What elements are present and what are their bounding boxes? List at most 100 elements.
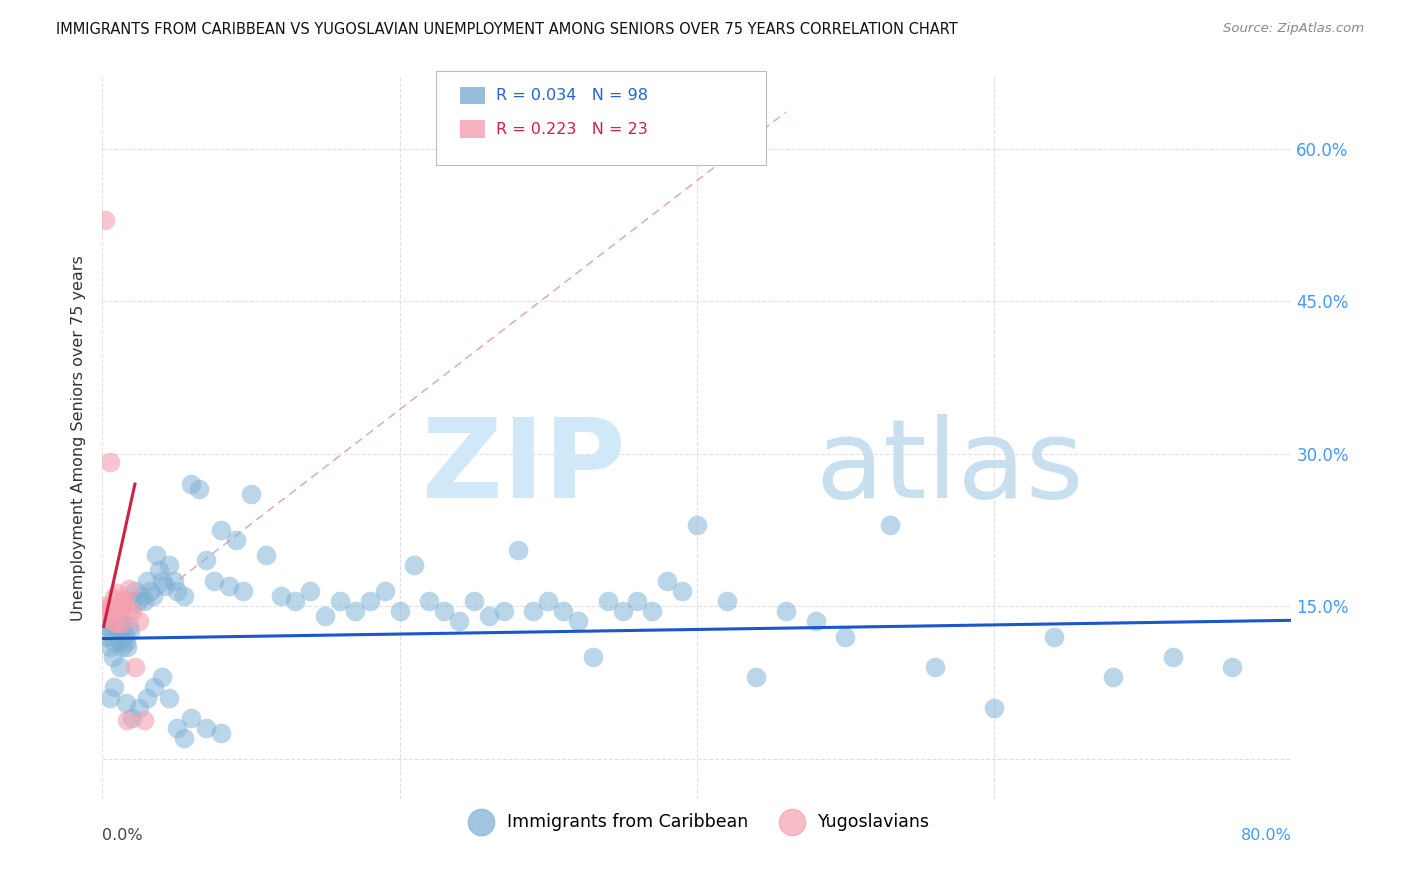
Point — [135, 690, 157, 705]
Point — [655, 574, 678, 588]
Point — [551, 604, 574, 618]
Point — [166, 583, 188, 598]
Point — [173, 589, 195, 603]
Point — [239, 487, 262, 501]
Text: ZIP: ZIP — [422, 414, 626, 521]
Point — [111, 601, 134, 615]
Point — [94, 599, 117, 613]
Y-axis label: Unemployment Among Seniors over 75 years: Unemployment Among Seniors over 75 years — [72, 255, 86, 621]
Point — [108, 601, 131, 615]
Point — [124, 660, 146, 674]
Point — [117, 713, 139, 727]
Point — [98, 640, 121, 654]
Point — [492, 604, 515, 618]
Point — [626, 594, 648, 608]
Point — [115, 696, 138, 710]
Point — [111, 619, 134, 633]
Point — [97, 601, 120, 615]
Text: R = 0.034   N = 98: R = 0.034 N = 98 — [496, 88, 648, 103]
Point — [96, 630, 118, 644]
Point — [299, 583, 322, 598]
Point — [150, 574, 173, 588]
Text: 80.0%: 80.0% — [1240, 828, 1292, 843]
Point — [104, 619, 127, 633]
Point — [98, 455, 121, 469]
Point — [145, 548, 167, 562]
Point — [103, 591, 125, 605]
Text: IMMIGRANTS FROM CARIBBEAN VS YUGOSLAVIAN UNEMPLOYMENT AMONG SENIORS OVER 75 YEAR: IMMIGRANTS FROM CARIBBEAN VS YUGOSLAVIAN… — [56, 22, 957, 37]
Point — [924, 660, 946, 674]
Point — [121, 594, 143, 608]
Point — [254, 548, 277, 562]
Point — [447, 615, 470, 629]
Point — [209, 726, 232, 740]
Point — [128, 615, 150, 629]
Point — [103, 681, 125, 695]
Point — [388, 604, 411, 618]
Point — [110, 640, 132, 654]
Point — [139, 583, 162, 598]
Point — [108, 634, 131, 648]
Point — [108, 660, 131, 674]
Text: 0.0%: 0.0% — [103, 828, 143, 843]
Point — [232, 583, 254, 598]
Point — [804, 615, 827, 629]
Point — [100, 624, 122, 639]
Point — [180, 711, 202, 725]
Point — [162, 574, 184, 588]
Point — [218, 579, 240, 593]
Point — [157, 690, 180, 705]
Point — [418, 594, 440, 608]
Point — [1042, 630, 1064, 644]
Point — [96, 604, 118, 618]
Point — [641, 604, 664, 618]
Point — [97, 619, 120, 633]
Point — [879, 517, 901, 532]
Point — [101, 615, 124, 629]
Point — [508, 543, 530, 558]
Point — [143, 681, 166, 695]
Point — [180, 477, 202, 491]
Point — [93, 604, 115, 618]
Text: atlas: atlas — [815, 414, 1084, 521]
Point — [195, 553, 218, 567]
Point — [121, 604, 143, 618]
Point — [103, 634, 125, 648]
Point — [142, 589, 165, 603]
Point — [150, 670, 173, 684]
Point — [1161, 649, 1184, 664]
Point — [132, 713, 155, 727]
Point — [148, 564, 170, 578]
Point — [834, 630, 856, 644]
Point — [173, 731, 195, 746]
Point — [135, 574, 157, 588]
Point — [686, 517, 709, 532]
Point — [983, 700, 1005, 714]
Point — [433, 604, 456, 618]
Text: R = 0.223   N = 23: R = 0.223 N = 23 — [496, 122, 648, 136]
Point — [522, 604, 544, 618]
Point — [153, 579, 176, 593]
Point — [1220, 660, 1243, 674]
Point — [98, 690, 121, 705]
Point — [132, 594, 155, 608]
Text: Source: ZipAtlas.com: Source: ZipAtlas.com — [1223, 22, 1364, 36]
Point — [404, 558, 426, 573]
Point — [107, 624, 129, 639]
Point — [225, 533, 247, 547]
Point — [157, 558, 180, 573]
Point — [374, 583, 396, 598]
Point — [107, 594, 129, 608]
Point — [596, 594, 619, 608]
Point — [343, 604, 366, 618]
Point — [118, 582, 141, 596]
Point — [129, 589, 152, 603]
Point — [124, 583, 146, 598]
Point — [195, 721, 218, 735]
Point — [270, 589, 292, 603]
Point — [359, 594, 381, 608]
Point — [115, 601, 138, 615]
Point — [128, 700, 150, 714]
Point — [1102, 670, 1125, 684]
Point — [187, 482, 209, 496]
